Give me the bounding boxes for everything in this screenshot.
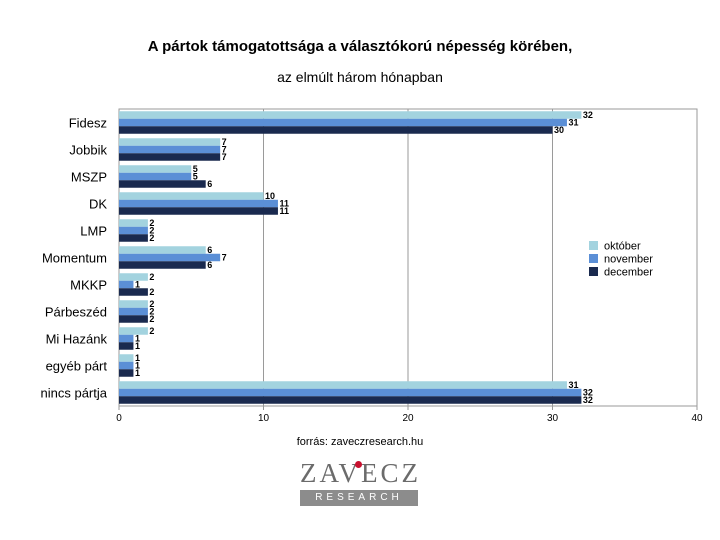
data-label: 2 (149, 326, 154, 336)
bar (119, 118, 567, 127)
category-label: Fidesz (69, 116, 107, 131)
bar (119, 165, 192, 173)
data-label: 6 (207, 245, 212, 255)
data-label: 1 (135, 341, 140, 351)
category-label: MKKP (70, 278, 107, 293)
bar (119, 234, 148, 242)
data-label: 2 (149, 314, 154, 324)
bar-chart: 0 10 20 30 40Fidesz323130Jobbik777MSZP556DK1… (41, 108, 703, 424)
category-label: Momentum (42, 251, 107, 266)
bar (119, 111, 582, 119)
x-tick-label: 10 (258, 413, 270, 424)
data-label: 2 (149, 218, 154, 228)
x-tick-label: 40 (691, 413, 703, 424)
data-label: 1 (135, 361, 140, 371)
data-label: 5 (193, 164, 198, 174)
data-label: 1 (135, 334, 140, 344)
logo-subtitle: RESEARCH (300, 490, 418, 506)
zavecz-research-logo: ZAVECZ RESEARCH (300, 458, 418, 508)
bar (119, 396, 582, 404)
data-label: 32 (583, 395, 593, 405)
bar (119, 361, 134, 370)
category-label: Párbeszéd (45, 305, 107, 320)
category-label: LMP (80, 224, 107, 239)
bar (119, 288, 148, 296)
bar (119, 138, 221, 146)
data-label: 11 (279, 206, 289, 216)
category-label: Jobbik (69, 143, 107, 158)
bar (119, 315, 148, 323)
bar (119, 381, 567, 389)
data-label: 31 (568, 118, 578, 128)
source-text: forrás: zaveczresearch.hu (296, 436, 424, 448)
data-label: 2 (149, 307, 154, 317)
bar (119, 307, 148, 316)
data-label: 32 (583, 388, 593, 398)
bar (119, 126, 553, 134)
x-tick-label: 0 (116, 413, 122, 424)
bar (119, 388, 582, 397)
category-label: MSZP (71, 170, 107, 185)
data-label: 1 (135, 353, 140, 363)
bar (119, 354, 134, 362)
x-tick-label: 30 (547, 413, 559, 424)
legend-label: október (604, 241, 641, 253)
bar (119, 192, 264, 200)
data-label: 2 (149, 287, 154, 297)
data-label: 31 (568, 380, 578, 390)
data-label: 32 (583, 110, 593, 120)
data-label: 2 (149, 299, 154, 309)
bar (119, 246, 206, 254)
data-label: 10 (265, 191, 275, 201)
bar (119, 280, 134, 289)
chart-subtitle: az elmúlt három hónapban (277, 69, 443, 85)
bar (119, 145, 221, 154)
data-label: 2 (149, 226, 154, 236)
data-label: 7 (222, 145, 227, 155)
data-label: 1 (135, 368, 140, 378)
data-label: 6 (207, 260, 212, 270)
bar (119, 153, 221, 161)
bar (119, 369, 134, 377)
bar (119, 199, 278, 208)
category-label: Mi Hazánk (46, 332, 108, 347)
data-label: 30 (554, 125, 564, 135)
category-label: nincs pártja (41, 386, 108, 401)
data-label: 7 (222, 152, 227, 162)
bar (119, 172, 192, 181)
bar (119, 207, 278, 215)
logo-dot (355, 461, 362, 468)
legend-label: december (604, 267, 653, 279)
bar (119, 334, 134, 343)
data-label: 7 (222, 253, 227, 263)
legend-swatch (589, 267, 598, 276)
data-label: 7 (222, 137, 227, 147)
data-label: 5 (193, 172, 198, 182)
bar (119, 180, 206, 188)
x-tick-label: 20 (402, 413, 414, 424)
data-label: 2 (149, 272, 154, 282)
data-label: 11 (279, 199, 289, 209)
bar (119, 342, 134, 350)
chart-title: A pártok támogatottsága a választókorú n… (147, 38, 573, 55)
data-label: 1 (135, 280, 140, 290)
data-label: 2 (149, 233, 154, 243)
bar (119, 226, 148, 235)
bar (119, 273, 148, 281)
legend-swatch (589, 254, 598, 263)
bar (119, 300, 148, 308)
category-label: DK (89, 197, 107, 212)
bar (119, 219, 148, 227)
bar (119, 253, 221, 262)
data-label: 6 (207, 179, 212, 189)
bar (119, 261, 206, 269)
legend-swatch (589, 241, 598, 250)
bar (119, 327, 148, 335)
category-label: egyéb párt (46, 359, 108, 374)
legend-label: november (604, 254, 653, 266)
